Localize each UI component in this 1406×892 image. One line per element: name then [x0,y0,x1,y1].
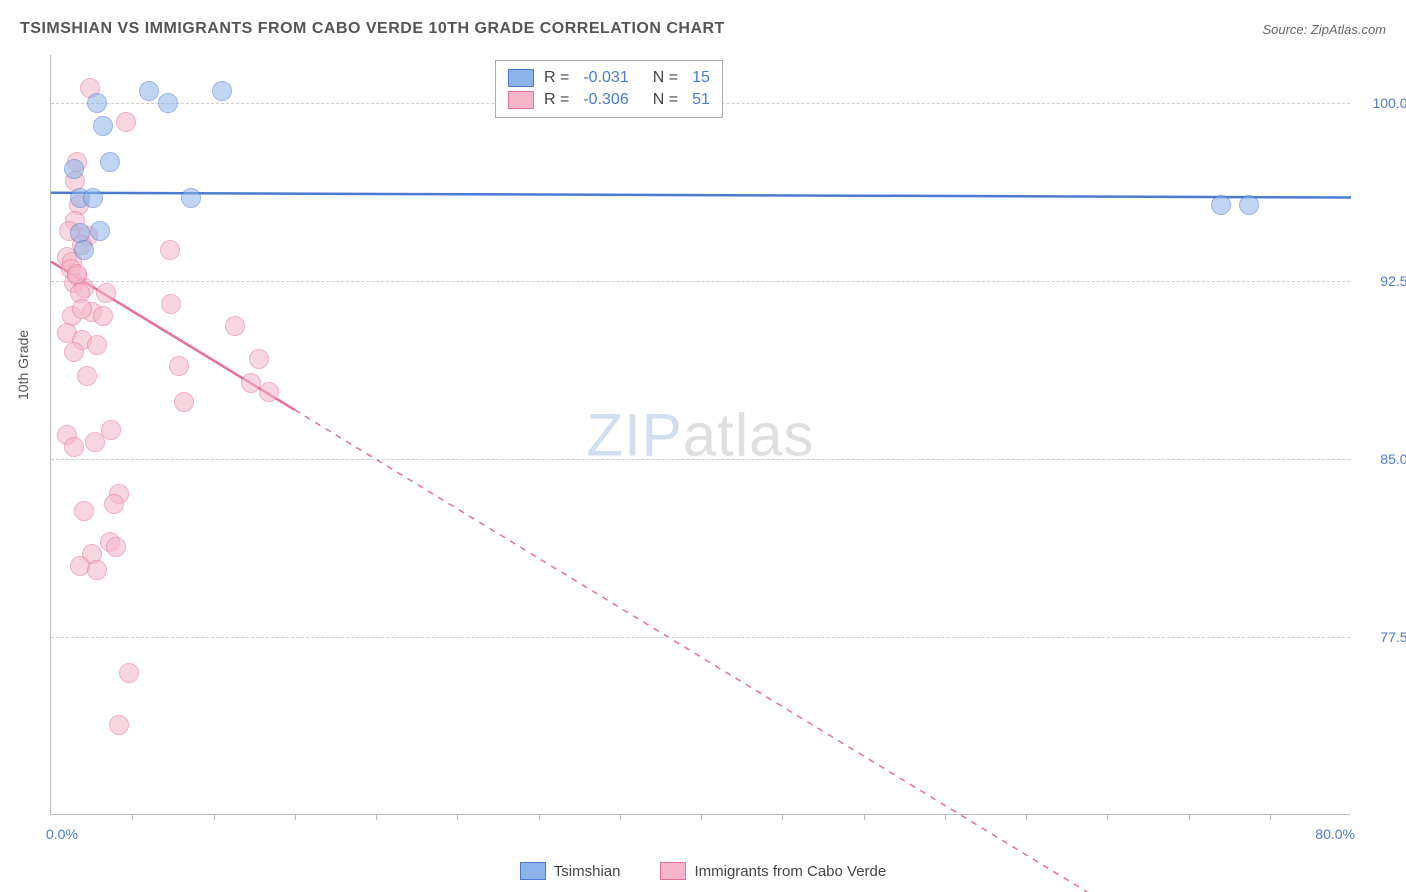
scatter-point [72,299,92,319]
x-tick-max: 80.0% [1315,826,1355,842]
gridline-h [51,637,1350,638]
series-legend-item: Tsimshian [520,862,621,880]
trend-lines-svg [51,55,1350,814]
x-tick-minor [1270,814,1271,820]
legend-swatch [508,69,534,87]
series-legend-item: Immigrants from Cabo Verde [660,862,886,880]
legend-n-value: 15 [692,69,710,87]
scatter-point [259,382,279,402]
scatter-point [104,494,124,514]
y-tick-label: 77.5% [1360,629,1406,645]
scatter-point [161,294,181,314]
x-tick-minor [782,814,783,820]
scatter-point [160,240,180,260]
y-axis-label: 10th Grade [15,330,31,400]
scatter-point [93,306,113,326]
scatter-point [96,283,116,303]
x-tick-minor [864,814,865,820]
series-name: Tsimshian [554,863,621,880]
scatter-point [87,93,107,113]
x-tick-minor [1189,814,1190,820]
scatter-point [87,335,107,355]
x-tick-minor [214,814,215,820]
x-tick-min: 0.0% [46,826,78,842]
scatter-point [119,663,139,683]
scatter-point [174,392,194,412]
x-tick-minor [620,814,621,820]
series-legend: Tsimshian Immigrants from Cabo Verde [0,862,1406,880]
correlation-legend: R = -0.031 N = 15 R = -0.306 N = 51 [495,60,723,118]
scatter-point [100,152,120,172]
scatter-point [64,437,84,457]
scatter-point [139,81,159,101]
legend-swatch [660,862,686,880]
scatter-point [83,188,103,208]
x-tick-minor [457,814,458,820]
legend-r-label: R = [544,91,569,109]
legend-r-value: -0.306 [583,91,628,109]
scatter-point [106,537,126,557]
legend-n-label: N = [653,91,678,109]
x-tick-minor [295,814,296,820]
scatter-point [101,420,121,440]
scatter-point [158,93,178,113]
trend-line-solid [51,193,1351,198]
scatter-point [249,349,269,369]
scatter-point [1239,195,1259,215]
x-tick-minor [701,814,702,820]
gridline-h [51,281,1350,282]
legend-n-value: 51 [692,91,710,109]
correlation-legend-row: R = -0.031 N = 15 [508,67,710,89]
plot-area: ZIPatlas 0.0% 80.0% 77.5%85.0%92.5%100.0… [50,55,1350,815]
x-tick-minor [539,814,540,820]
series-name: Immigrants from Cabo Verde [694,863,886,880]
scatter-point [169,356,189,376]
scatter-point [64,159,84,179]
legend-swatch [508,91,534,109]
scatter-point [212,81,232,101]
legend-swatch [520,862,546,880]
scatter-point [116,112,136,132]
scatter-point [181,188,201,208]
y-tick-label: 85.0% [1360,451,1406,467]
scatter-point [64,342,84,362]
chart-title: TSIMSHIAN VS IMMIGRANTS FROM CABO VERDE … [20,20,725,38]
scatter-point [93,116,113,136]
scatter-point [85,432,105,452]
scatter-point [87,560,107,580]
x-tick-minor [376,814,377,820]
scatter-point [109,715,129,735]
x-tick-minor [945,814,946,820]
x-tick-minor [132,814,133,820]
correlation-legend-row: R = -0.306 N = 51 [508,89,710,111]
y-tick-label: 100.0% [1360,95,1406,111]
scatter-point [67,264,87,284]
scatter-point [77,366,97,386]
legend-n-label: N = [653,69,678,87]
scatter-point [74,240,94,260]
legend-r-label: R = [544,69,569,87]
gridline-h [51,459,1350,460]
legend-r-value: -0.031 [583,69,628,87]
y-tick-label: 92.5% [1360,273,1406,289]
source-attribution: Source: ZipAtlas.com [1262,22,1386,37]
x-tick-minor [1026,814,1027,820]
scatter-point [90,221,110,241]
x-tick-minor [1107,814,1108,820]
scatter-point [1211,195,1231,215]
scatter-point [74,501,94,521]
trend-line-dashed [295,410,1351,892]
scatter-point [225,316,245,336]
